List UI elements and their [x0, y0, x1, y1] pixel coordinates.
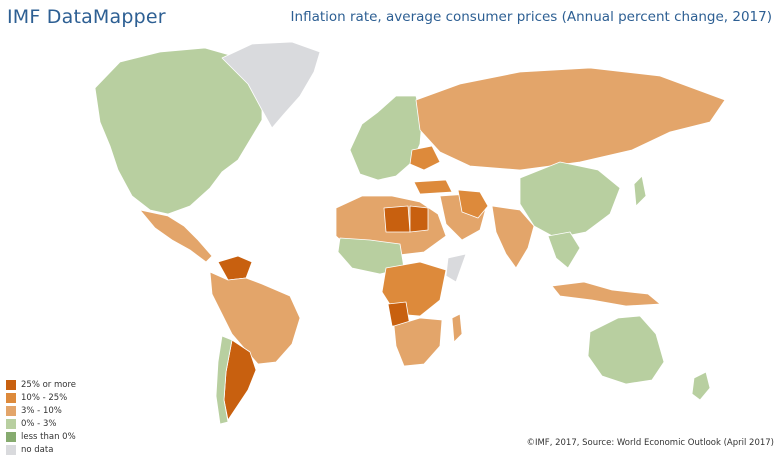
legend-item[interactable]: 10% - 25%	[6, 391, 76, 404]
legend: 25% or more 10% - 25% 3% - 10% 0% - 3% l…	[6, 378, 76, 456]
legend-item[interactable]: 0% - 3%	[6, 417, 76, 430]
legend-swatch	[6, 431, 16, 442]
region-australia[interactable]	[587, 315, 665, 385]
legend-swatch	[6, 405, 16, 416]
legend-item[interactable]: 3% - 10%	[6, 404, 76, 417]
region-libya[interactable]	[383, 205, 411, 233]
source-note: ©IMF, 2017, Source: World Economic Outlo…	[526, 438, 774, 448]
region-mexico-central-america[interactable]	[139, 209, 213, 263]
region-new-zealand[interactable]	[691, 371, 711, 401]
region-india[interactable]	[491, 205, 535, 269]
region-ukraine[interactable]	[409, 145, 441, 171]
region-iran[interactable]	[457, 189, 489, 219]
legend-swatch	[6, 444, 16, 455]
legend-swatch	[6, 418, 16, 429]
region-china[interactable]	[519, 161, 621, 239]
legend-swatch	[6, 392, 16, 403]
legend-item[interactable]: 25% or more	[6, 378, 76, 391]
region-egypt[interactable]	[409, 205, 429, 233]
legend-item[interactable]: no data	[6, 443, 76, 456]
legend-label: 3% - 10%	[21, 405, 62, 416]
legend-label: 25% or more	[21, 379, 77, 390]
region-north-america[interactable]	[94, 47, 263, 215]
region-japan[interactable]	[633, 175, 647, 207]
region-madagascar[interactable]	[451, 313, 463, 343]
region-indonesia[interactable]	[551, 281, 661, 307]
region-chile[interactable]	[215, 335, 233, 425]
map-title: Inflation rate, average consumer prices …	[290, 9, 772, 25]
legend-swatch	[6, 379, 16, 390]
region-southeast-asia[interactable]	[547, 231, 581, 269]
region-venezuela[interactable]	[217, 255, 253, 281]
region-greenland[interactable]	[221, 41, 321, 129]
region-turkey[interactable]	[413, 179, 453, 195]
legend-label: 10% - 25%	[21, 392, 68, 403]
region-south-america[interactable]	[209, 271, 301, 365]
legend-label: 0% - 3%	[21, 418, 57, 429]
region-europe[interactable]	[349, 95, 423, 181]
legend-label: less than 0%	[21, 431, 76, 442]
region-southern-africa[interactable]	[393, 317, 443, 367]
region-somalia[interactable]	[445, 253, 467, 283]
region-russia[interactable]	[415, 67, 726, 171]
brand-title: IMF DataMapper	[7, 6, 166, 28]
legend-item[interactable]: less than 0%	[6, 430, 76, 443]
legend-label: no data	[21, 444, 54, 455]
